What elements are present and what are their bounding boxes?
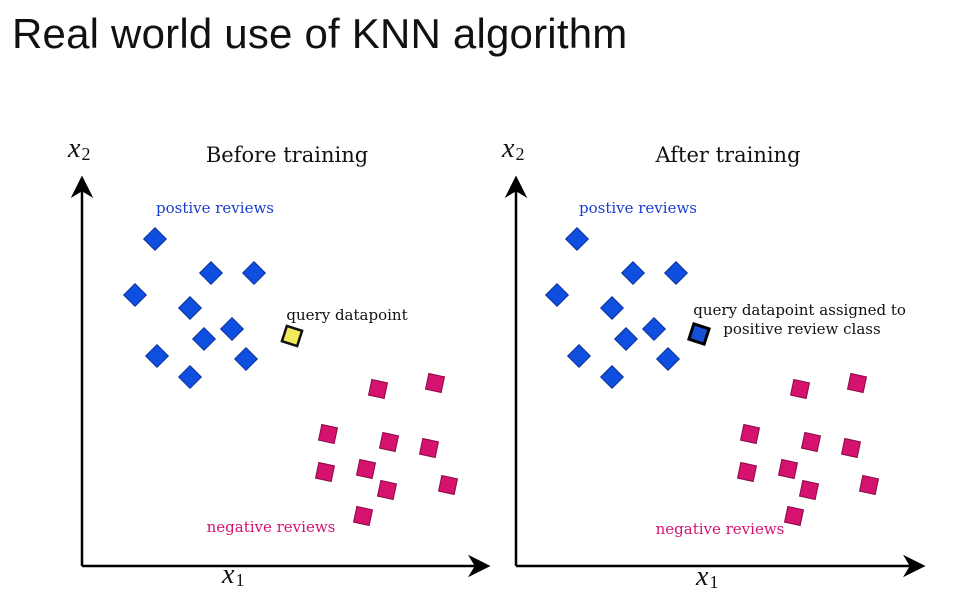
positive-point [241, 260, 267, 286]
positive-point [142, 226, 168, 252]
negative-point [355, 458, 377, 480]
negative-point [317, 423, 339, 445]
positive-points [122, 226, 267, 390]
negative-point [840, 437, 862, 459]
negative-points [314, 372, 459, 527]
negative-class-label: negative reviews [656, 520, 785, 538]
positive-point [122, 282, 148, 308]
positive-point [599, 295, 625, 321]
x-axis-label: x1 [221, 559, 244, 590]
negative-point [736, 461, 758, 483]
positive-point [599, 364, 625, 390]
y-axis-label: x2 [501, 133, 524, 164]
query-label: query datapoint assigned to positive rev… [693, 301, 910, 338]
positive-point [544, 282, 570, 308]
positive-point [663, 260, 689, 286]
positive-point [613, 326, 639, 352]
negative-point [376, 479, 398, 501]
negative-point [418, 437, 440, 459]
panel-before-training: Before training x2 x1 postive reviews ne… [67, 133, 491, 590]
positive-point [233, 346, 259, 372]
negative-point [858, 474, 880, 496]
positive-point [655, 346, 681, 372]
negative-point [378, 431, 400, 453]
y-axis-label: x2 [67, 133, 90, 164]
positive-point [191, 326, 217, 352]
negative-point [367, 378, 389, 400]
positive-points [544, 226, 689, 390]
positive-class-label: postive reviews [156, 199, 274, 217]
positive-point [641, 316, 667, 342]
panel-title: Before training [206, 143, 368, 167]
negative-point [437, 474, 459, 496]
negative-point [739, 423, 761, 445]
query-point [280, 324, 304, 348]
negative-point [800, 431, 822, 453]
negative-point [789, 378, 811, 400]
query-point-classified [687, 322, 711, 346]
positive-point [198, 260, 224, 286]
positive-point [219, 316, 245, 342]
negative-point [314, 461, 336, 483]
positive-point [144, 343, 170, 369]
negative-point [777, 458, 799, 480]
positive-point [564, 226, 590, 252]
positive-point [620, 260, 646, 286]
query-label: query datapoint [286, 306, 407, 324]
negative-points [736, 372, 880, 527]
negative-point [798, 479, 820, 501]
positive-point [177, 364, 203, 390]
negative-point [352, 505, 374, 527]
negative-point [846, 372, 868, 394]
negative-class-label: negative reviews [207, 518, 336, 536]
positive-point [177, 295, 203, 321]
negative-point [424, 372, 446, 394]
panel-title: After training [654, 143, 800, 167]
positive-point [566, 343, 592, 369]
negative-point [783, 505, 805, 527]
positive-class-label: postive reviews [579, 199, 697, 217]
x-axis-label: x1 [695, 561, 718, 592]
slide-title: Real world use of KNN algorithm [12, 10, 628, 57]
panel-after-training: After training x2 x1 postive reviews neg… [501, 133, 926, 592]
